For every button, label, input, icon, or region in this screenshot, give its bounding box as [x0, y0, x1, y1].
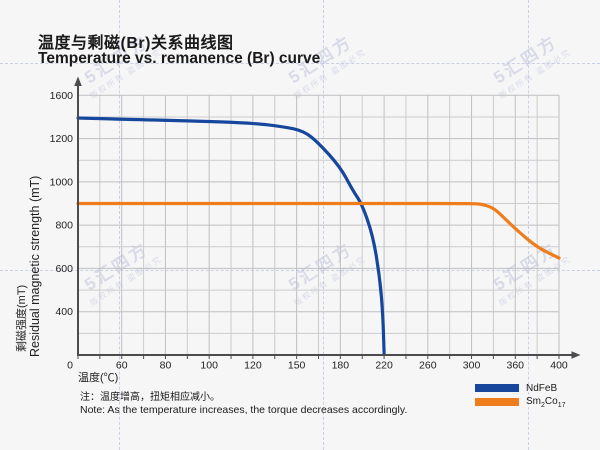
x-tick-label: 260: [419, 360, 437, 372]
footnote-en: Note: As the temperature increases, the …: [80, 404, 408, 416]
x-axis-title: 温度(℃): [78, 372, 119, 384]
x-tick-label: 150: [288, 360, 306, 372]
x-axis-arrow: [571, 351, 581, 359]
x-tick-label: 120: [244, 360, 262, 372]
chart-title-en: Temperature vs. remanence (Br) curve: [38, 50, 321, 67]
legend-swatch-ndfeb: [475, 384, 519, 392]
y-tick-label: 800: [55, 220, 73, 232]
footnote-zh: 注：温度增高，扭矩相应减小。: [80, 392, 220, 403]
legend-item-sm2co17: Sm2Co17: [475, 395, 566, 409]
x-tick-label: 400: [550, 360, 568, 372]
y-tick-label: 1200: [50, 133, 74, 145]
legend-swatch-sm2co17: [475, 398, 519, 406]
y-tick-label: 1000: [50, 176, 74, 188]
legend: NdFeB Sm2Co17: [475, 381, 566, 409]
x-tick-label: 300: [463, 360, 481, 372]
x-tick-label: 60: [116, 360, 128, 372]
watermark-guide-horizontal: [0, 63, 600, 64]
legend-item-ndfeb: NdFeB: [475, 381, 566, 395]
x-tick-label: 0: [67, 360, 73, 372]
y-tick-label: 400: [55, 306, 73, 318]
legend-label-sm2co17: Sm2Co17: [526, 395, 566, 409]
series-curve-NdFeB: [76, 116, 386, 355]
series-curve-Sm2Co17: [76, 201, 561, 260]
footnote: 注：温度增高，扭矩相应减小。 Note: As the temperature …: [80, 391, 407, 417]
x-tick-label: 80: [160, 360, 172, 372]
chart-title-zh: 温度与剩磁(Br)关系曲线图: [38, 35, 234, 52]
legend-label-ndfeb: NdFeB: [526, 382, 558, 394]
y-tick-label: 600: [55, 263, 73, 275]
x-tick-label: 360: [507, 360, 525, 372]
y-axis-title-zh: 剩磁强度(mT): [16, 284, 28, 352]
watermark-guide-horizontal: [0, 270, 600, 271]
x-tick-label: 180: [332, 360, 350, 372]
y-axis-title-en: Residual magnetic strength (mT): [28, 175, 42, 357]
x-tick-label: 100: [200, 360, 218, 372]
y-tick-label: 1600: [50, 90, 74, 102]
x-tick-label: 220: [375, 360, 393, 372]
y-axis-arrow: [74, 76, 82, 86]
